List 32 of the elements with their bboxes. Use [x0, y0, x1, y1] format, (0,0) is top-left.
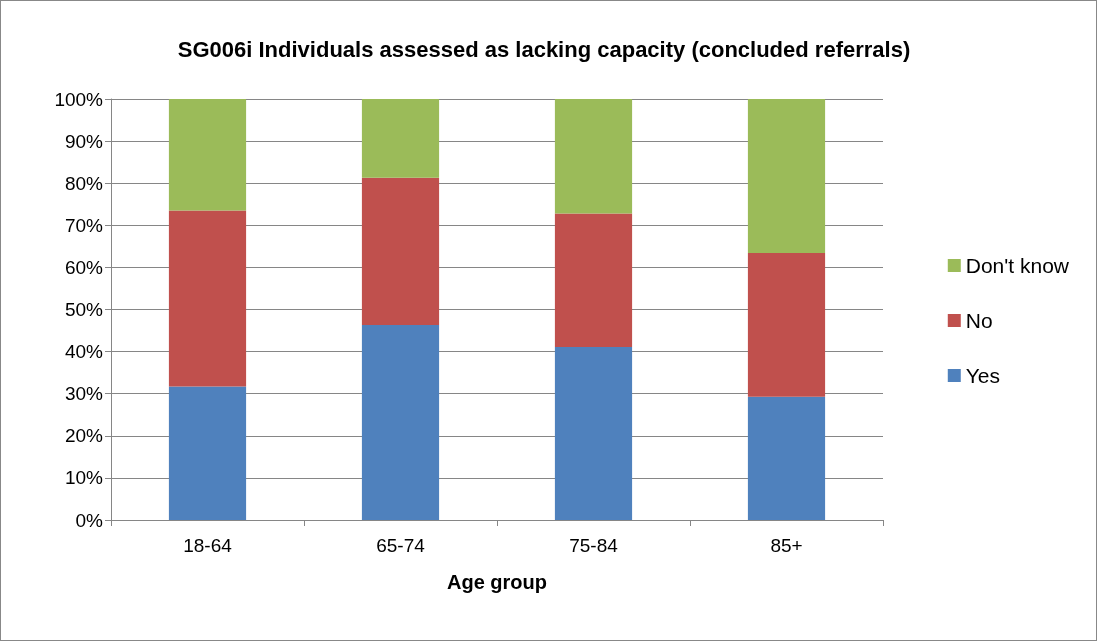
y-tick-label: 100%: [54, 88, 104, 110]
y-tick-label: 20%: [64, 425, 104, 447]
bar: [554, 213, 633, 347]
y-tick-label: 10%: [64, 467, 104, 489]
bar: [168, 386, 247, 520]
bar: [361, 177, 440, 326]
bar: [554, 99, 633, 214]
y-tick-label: 50%: [64, 299, 104, 320]
legend-label: Yes: [965, 364, 1001, 387]
bar: [747, 253, 826, 397]
bar: [747, 99, 826, 254]
bar: [361, 99, 440, 178]
bar: [168, 210, 247, 387]
y-tick-label: 0%: [75, 509, 104, 531]
chart-title: SG006i Individuals assessed as lacking capacity (concluded referrals): [177, 36, 911, 62]
bar: [168, 99, 247, 211]
y-tick-label: 80%: [64, 172, 104, 194]
legend-label: Don't know: [965, 254, 1070, 277]
y-tick-label: 60%: [64, 256, 104, 278]
bar: [361, 325, 440, 520]
x-tick-label: 18-64: [183, 535, 233, 556]
y-tick-label: 40%: [64, 341, 104, 363]
y-tick-label: 90%: [64, 130, 104, 152]
bar: [747, 396, 826, 520]
x-axis-title: Age group: [447, 571, 547, 593]
bar: [554, 346, 633, 520]
y-tick-label: 30%: [64, 383, 104, 405]
x-tick-label: 65-74: [376, 535, 426, 556]
x-tick-label: 85+: [770, 535, 803, 556]
legend-label: No: [965, 309, 993, 332]
x-tick-label: 75-84: [569, 535, 619, 556]
y-tick-label: 70%: [64, 214, 104, 236]
